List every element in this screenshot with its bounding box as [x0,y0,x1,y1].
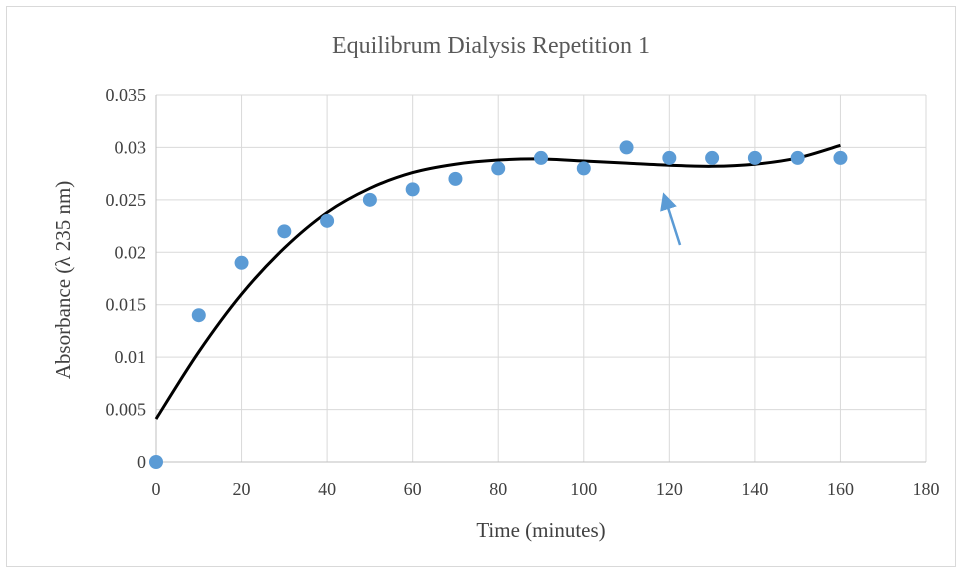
data-point [277,224,292,239]
chart-frame [6,6,956,567]
data-point [576,161,591,176]
y-tick-label: 0 [137,452,146,472]
x-tick-label: 100 [570,479,597,499]
data-point [491,161,506,176]
data-point [833,150,848,165]
gridlines [156,94,927,462]
data-points [149,140,848,469]
x-axis-label: Time (minutes) [476,518,605,542]
y-tick-label: 0.005 [106,400,147,420]
data-point [149,455,163,469]
x-tick-label: 80 [489,479,507,499]
y-tick-labels: 0 0.005 0.01 0.015 0.02 0.025 0.03 0.035 [106,85,147,472]
trendline [154,143,841,420]
data-point [662,150,677,165]
data-point [448,171,463,186]
y-tick-label: 0.02 [115,242,147,262]
trendline-group [154,143,841,420]
annotation-group [660,192,682,246]
data-point [534,150,548,165]
y-tick-label: 0.03 [115,137,147,157]
data-point [619,140,634,155]
y-axis-label: Absorbance (λ 235 nm) [51,181,75,380]
data-point [405,182,420,197]
data-point [790,150,805,165]
x-tick-labels: 0 20 40 60 80 100 120 140 160 180 [152,479,940,499]
x-tick-label: 140 [741,479,768,499]
x-tick-label: 120 [656,479,683,499]
x-tick-label: 20 [233,479,251,499]
data-point [747,150,762,165]
x-tick-label: 160 [827,479,854,499]
y-tick-label: 0.01 [115,347,147,367]
x-tick-label: 60 [404,479,422,499]
y-tick-label: 0.035 [106,85,147,105]
chart-title: Equilibrum Dialysis Repetition 1 [332,33,650,59]
axes [155,95,926,463]
y-tick-label: 0.025 [106,190,147,210]
x-tick-label: 180 [913,479,940,499]
x-tick-label: 40 [318,479,336,499]
data-point [191,308,206,323]
annotation-arrow [660,192,682,246]
x-tick-label: 0 [152,479,161,499]
data-point [705,150,720,165]
data-point [320,213,335,228]
data-point [234,255,249,270]
data-point [362,192,377,207]
y-tick-label: 0.015 [106,295,147,315]
